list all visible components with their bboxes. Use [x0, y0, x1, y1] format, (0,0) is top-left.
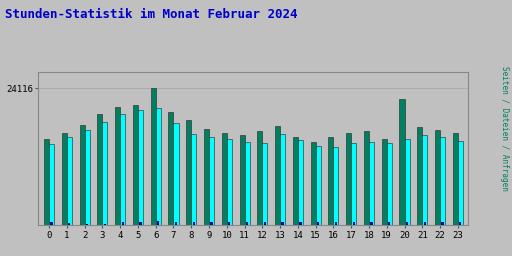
Bar [245, 142, 249, 225]
Bar [387, 143, 392, 225]
Bar [264, 222, 266, 225]
Bar [246, 222, 248, 225]
Bar [133, 105, 138, 225]
Bar [333, 147, 338, 225]
Bar [120, 114, 125, 225]
Bar [104, 223, 106, 225]
Bar [335, 222, 337, 225]
Bar [97, 114, 102, 225]
Bar [228, 222, 230, 225]
Bar [157, 221, 159, 225]
Bar [240, 135, 245, 225]
Bar [222, 133, 227, 225]
Bar [151, 88, 156, 225]
Bar [79, 125, 84, 225]
Bar [458, 141, 463, 225]
Bar [175, 222, 177, 225]
Bar [298, 140, 303, 225]
Bar [49, 144, 54, 225]
Bar [435, 130, 440, 225]
Bar [317, 222, 319, 225]
Bar [139, 222, 142, 225]
Bar [388, 222, 390, 225]
Bar [440, 137, 445, 225]
Bar [406, 222, 408, 225]
Bar [280, 134, 285, 225]
Bar [193, 222, 195, 225]
Bar [121, 222, 124, 225]
Bar [364, 131, 369, 225]
Bar [328, 137, 333, 225]
Bar [191, 134, 196, 225]
Bar [227, 139, 232, 225]
Bar [275, 126, 280, 225]
Bar [67, 137, 72, 225]
Bar [209, 137, 214, 225]
Bar [115, 107, 120, 225]
Text: Stunden-Statistik im Monat Februar 2024: Stunden-Statistik im Monat Februar 2024 [5, 8, 297, 21]
Bar [353, 222, 355, 225]
Bar [282, 222, 284, 225]
Bar [156, 108, 161, 225]
Bar [404, 139, 410, 225]
Bar [186, 120, 191, 225]
Bar [293, 136, 298, 225]
Bar [204, 129, 209, 225]
Bar [44, 139, 49, 225]
Bar [138, 110, 143, 225]
Bar [399, 99, 404, 225]
Bar [68, 223, 71, 225]
Bar [168, 112, 174, 225]
Bar [381, 139, 387, 225]
Bar [422, 135, 428, 225]
Bar [346, 133, 351, 225]
Bar [210, 222, 212, 225]
Bar [51, 222, 53, 225]
Bar [459, 222, 461, 225]
Bar [369, 142, 374, 225]
Bar [174, 123, 179, 225]
Bar [423, 222, 426, 225]
Bar [258, 131, 262, 225]
Bar [453, 133, 458, 225]
Bar [311, 142, 315, 225]
Text: Seiten / Dateien / Anfragen: Seiten / Dateien / Anfragen [500, 66, 509, 190]
Bar [62, 133, 67, 225]
Bar [84, 130, 90, 225]
Bar [86, 223, 88, 225]
Bar [315, 146, 321, 225]
Bar [102, 122, 108, 225]
Bar [370, 222, 373, 225]
Bar [262, 143, 267, 225]
Bar [441, 222, 444, 225]
Bar [351, 143, 356, 225]
Bar [417, 127, 422, 225]
Bar [299, 222, 302, 225]
